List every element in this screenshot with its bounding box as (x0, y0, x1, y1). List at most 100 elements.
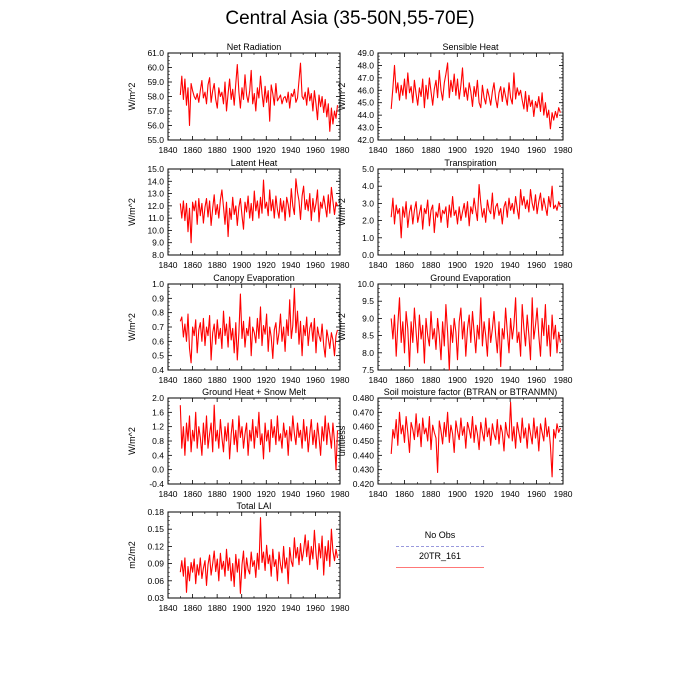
y-tick-label: 0.440 (353, 450, 375, 460)
y-tick-label: 58.0 (147, 92, 164, 102)
x-tick-label: 1980 (331, 489, 350, 499)
x-tick-label: 1860 (395, 145, 414, 155)
panel-title: Net Radiation (227, 42, 282, 52)
x-tick-label: 1900 (448, 489, 467, 499)
y-tick-label: 2.0 (362, 216, 374, 226)
x-tick-label: 1900 (232, 260, 251, 270)
x-tick-label: 1860 (395, 260, 414, 270)
y-tick-label: 56.0 (147, 121, 164, 131)
x-tick-label: 1860 (183, 375, 202, 385)
x-tick-label: 1900 (232, 145, 251, 155)
y-tick-label: 0.18 (147, 507, 164, 517)
panel-title: Soil moisture factor (BTRAN or BTRANMN) (384, 387, 558, 397)
x-tick-label: 1980 (331, 375, 350, 385)
x-tick-label: 1920 (257, 375, 276, 385)
series-line-1 (179, 517, 339, 594)
y-tick-label: 61.0 (147, 48, 164, 58)
y-tick-label: 0.450 (353, 436, 375, 446)
page-title: Central Asia (35-50N,55-70E) (225, 8, 475, 29)
x-tick-label: 1940 (501, 145, 520, 155)
x-tick-label: 1960 (306, 603, 325, 613)
x-tick-label: 1900 (232, 603, 251, 613)
series-line-1 (390, 183, 561, 239)
x-tick-label: 1860 (183, 145, 202, 155)
x-tick-label: 1840 (369, 260, 388, 270)
x-tick-label: 1880 (208, 489, 227, 499)
x-tick-label: 1840 (369, 489, 388, 499)
x-tick-label: 1880 (208, 145, 227, 155)
x-tick-label: 1900 (448, 260, 467, 270)
x-tick-label: 1940 (281, 375, 300, 385)
panel-title: Canopy Evaporation (213, 273, 295, 283)
y-tick-label: 14.0 (147, 176, 164, 186)
y-tick-label: 1.2 (152, 422, 164, 432)
x-tick-label: 1940 (501, 375, 520, 385)
y-tick-label: 48.0 (357, 60, 374, 70)
y-tick-label: 46.0 (357, 85, 374, 95)
y-axis-label: W/m^2 (127, 198, 137, 226)
y-tick-label: 9.0 (362, 313, 374, 323)
panel-1: 1840 1860 1880 1900 1920 1940 1960 1980 55.0 56.0… (127, 42, 350, 155)
y-tick-label: 0.5 (152, 351, 164, 361)
y-tick-label: 2.0 (152, 393, 164, 403)
x-tick-label: 1880 (421, 489, 440, 499)
y-tick-label: 55.0 (147, 135, 164, 145)
y-axis-label: W/m^2 (337, 198, 347, 226)
x-tick-label: 1980 (331, 145, 350, 155)
y-tick-label: -0.4 (149, 479, 164, 489)
x-tick-label: 1920 (474, 489, 493, 499)
y-tick-label: 0.480 (353, 393, 375, 403)
y-tick-label: 0.09 (147, 559, 164, 569)
y-tick-label: 10.0 (357, 279, 374, 289)
x-tick-label: 1920 (474, 145, 493, 155)
y-axis-label: W/m^2 (127, 427, 137, 455)
x-tick-label: 1960 (527, 145, 546, 155)
panel-8: 1840 1860 1880 1900 1920 1940 1960 1980 0.420 0.4… (337, 387, 573, 499)
x-tick-label: 1840 (159, 260, 178, 270)
y-tick-label: 0.0 (152, 465, 164, 475)
y-tick-label: 1.6 (152, 407, 164, 417)
panel-7: 1840 1860 1880 1900 1920 1940 1960 1980 -0.4 0.0 0… (127, 387, 350, 499)
y-tick-label: 1.0 (362, 233, 374, 243)
x-tick-label: 1880 (421, 375, 440, 385)
x-tick-label: 1840 (369, 375, 388, 385)
series-line-1 (179, 404, 339, 471)
x-tick-label: 1940 (501, 260, 520, 270)
x-tick-label: 1840 (159, 489, 178, 499)
panel-4: 1840 1860 1880 1900 1920 1940 1960 1980 0.0 1.0 2.… (337, 158, 573, 270)
x-tick-label: 1960 (306, 489, 325, 499)
x-tick-label: 1880 (421, 260, 440, 270)
x-tick-label: 1840 (369, 145, 388, 155)
y-tick-label: 13.0 (147, 189, 164, 199)
x-tick-label: 1900 (448, 145, 467, 155)
y-tick-label: 8.0 (362, 348, 374, 358)
y-tick-label: 60.0 (147, 63, 164, 73)
x-tick-label: 1920 (474, 260, 493, 270)
y-tick-label: 8.5 (362, 331, 374, 341)
y-tick-label: 4.0 (362, 181, 374, 191)
plot-frame (377, 397, 564, 485)
legend: No Obs 20TR_161 (392, 530, 488, 570)
x-tick-label: 1940 (281, 489, 300, 499)
x-tick-label: 1980 (554, 489, 573, 499)
y-tick-label: 9.0 (152, 238, 164, 248)
x-tick-label: 1980 (554, 375, 573, 385)
y-tick-label: 43.0 (357, 123, 374, 133)
x-tick-label: 1860 (183, 603, 202, 613)
y-tick-label: 0.06 (147, 576, 164, 586)
y-tick-label: 44.0 (357, 110, 374, 120)
x-tick-label: 1960 (527, 489, 546, 499)
legend-model-line (396, 567, 484, 568)
x-tick-label: 1980 (554, 145, 573, 155)
y-tick-label: 57.0 (147, 106, 164, 116)
panel-title: Latent Heat (231, 158, 278, 168)
series-line-1 (390, 401, 561, 478)
x-tick-label: 1880 (421, 145, 440, 155)
y-tick-label: 5.0 (362, 164, 374, 174)
y-tick-label: 49.0 (357, 48, 374, 58)
legend-obs-line (396, 546, 484, 547)
x-tick-label: 1860 (395, 375, 414, 385)
x-tick-label: 1940 (281, 260, 300, 270)
y-tick-label: 0.15 (147, 524, 164, 534)
